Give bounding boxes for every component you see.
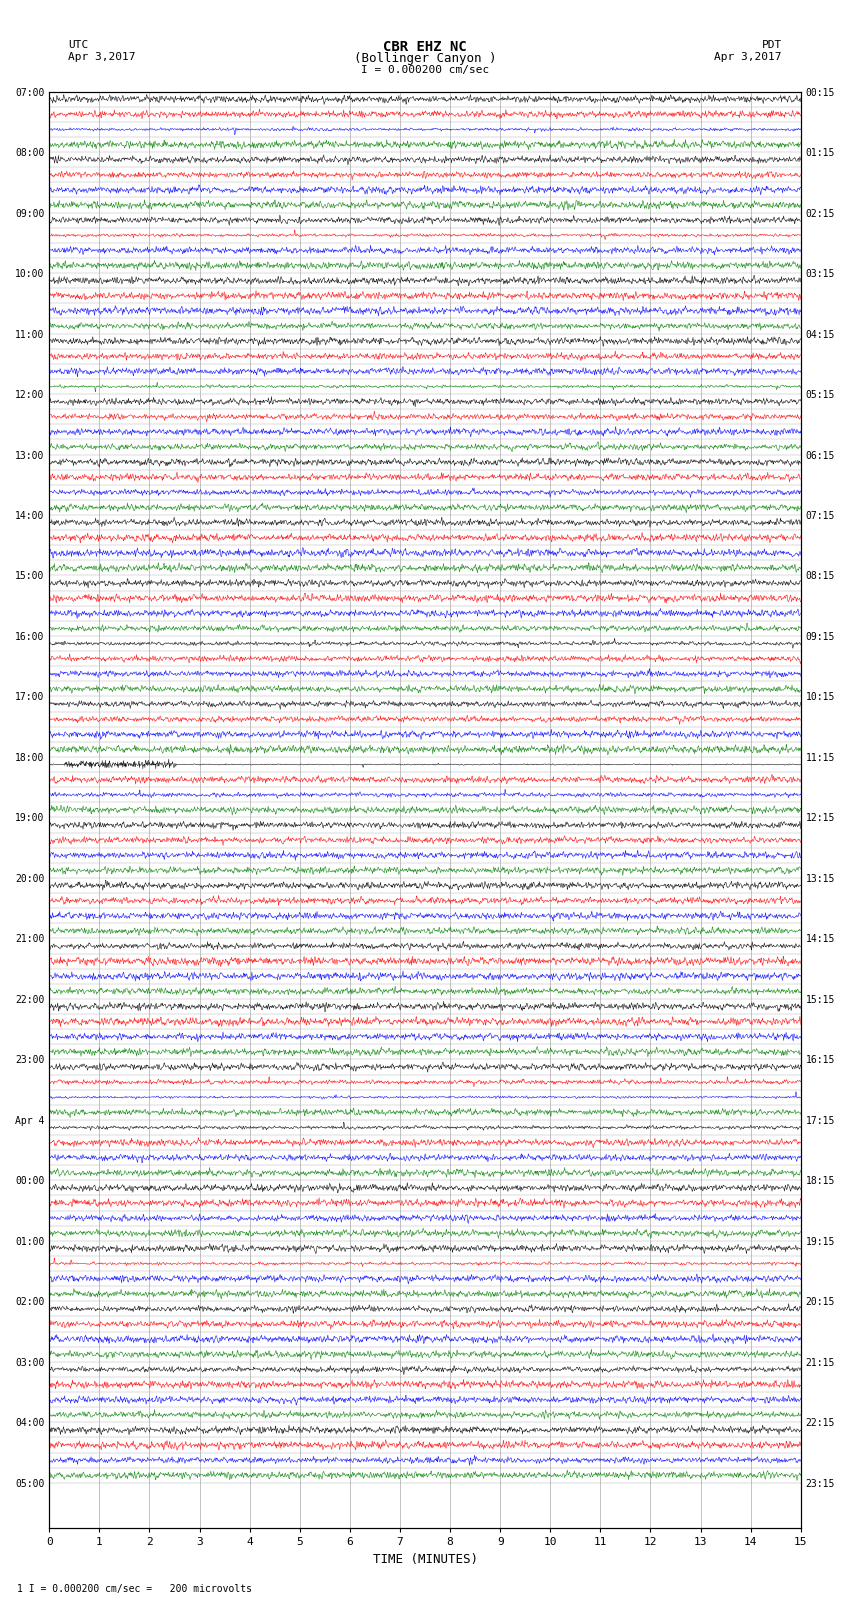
Text: Apr 3,2017: Apr 3,2017	[715, 52, 782, 61]
Text: 1 I = 0.000200 cm/sec =   200 microvolts: 1 I = 0.000200 cm/sec = 200 microvolts	[17, 1584, 252, 1594]
Text: PDT: PDT	[762, 40, 782, 50]
Text: CBR EHZ NC: CBR EHZ NC	[383, 40, 467, 55]
Text: I = 0.000200 cm/sec: I = 0.000200 cm/sec	[361, 65, 489, 74]
Text: Apr 3,2017: Apr 3,2017	[68, 52, 135, 61]
Text: UTC: UTC	[68, 40, 88, 50]
Text: (Bollinger Canyon ): (Bollinger Canyon )	[354, 52, 496, 65]
X-axis label: TIME (MINUTES): TIME (MINUTES)	[372, 1553, 478, 1566]
